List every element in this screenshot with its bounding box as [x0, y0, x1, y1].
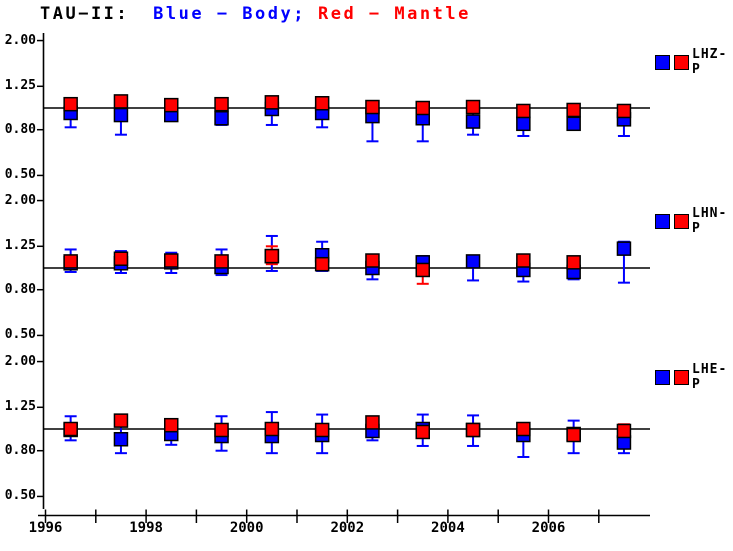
data-point-marker [616, 241, 632, 256]
title-prefix: TAU−II: [40, 4, 130, 24]
chart-title: TAU−II: Blue − Body; Red − Mantle [40, 4, 471, 24]
data-point-marker [164, 97, 179, 113]
blue-swatch-icon [655, 54, 670, 70]
data-point-marker [616, 103, 632, 119]
red-swatch-icon [674, 54, 689, 70]
red-swatch-icon [674, 369, 689, 385]
data-point-marker [113, 413, 129, 428]
data-point-marker [465, 99, 481, 115]
red-swatch-icon [674, 213, 689, 229]
data-point-marker [365, 253, 380, 268]
data-point-marker [516, 116, 531, 132]
legend-lhe: LHE-P [655, 362, 733, 392]
data-point-marker [113, 251, 129, 266]
legend-label-lhn: LHN-P [692, 206, 728, 236]
data-point-marker [314, 96, 330, 111]
data-point-marker [465, 254, 481, 269]
data-point-marker [616, 423, 632, 439]
data-point-marker [566, 427, 581, 443]
data-point-marker [113, 107, 129, 123]
data-point-marker [465, 422, 481, 438]
data-point-marker [264, 95, 280, 110]
data-point-marker [516, 253, 531, 268]
blue-swatch-icon [655, 369, 670, 385]
legend-label-lhz: LHZ-P [692, 47, 728, 77]
data-point-marker [516, 103, 531, 119]
data-point-marker [164, 253, 179, 268]
data-point-marker [415, 262, 430, 278]
data-point-marker [365, 415, 380, 430]
data-point-marker [566, 102, 581, 118]
data-point-marker [214, 422, 229, 438]
data-point-marker [113, 94, 129, 109]
data-point-marker [566, 255, 581, 270]
data-point-marker [214, 96, 229, 112]
title-blue-body-label: Blue − Body; [153, 4, 306, 24]
data-point-marker [264, 421, 280, 437]
data-point-marker [314, 422, 330, 438]
data-point-marker [465, 114, 481, 129]
title-red-mantle-label: Red − Mantle [317, 4, 471, 24]
data-point-marker [415, 424, 430, 440]
data-point-marker [314, 256, 330, 272]
data-point-marker [214, 254, 229, 269]
data-point-marker [164, 417, 179, 433]
blue-swatch-icon [655, 213, 670, 229]
legend-label-lhe: LHE-P [692, 362, 728, 392]
legend-lhz: LHZ-P [655, 47, 733, 77]
data-point-marker [365, 99, 380, 115]
data-point-marker [63, 421, 78, 437]
data-point-marker [214, 110, 229, 126]
data-point-marker [264, 248, 280, 264]
data-point-marker [566, 116, 581, 132]
data-point-marker [63, 254, 78, 269]
legend-lhn: LHN-P [655, 206, 733, 236]
data-point-marker [63, 96, 78, 112]
data-point-marker [516, 421, 531, 437]
data-point-marker [113, 431, 129, 447]
data-point-marker [415, 100, 430, 116]
